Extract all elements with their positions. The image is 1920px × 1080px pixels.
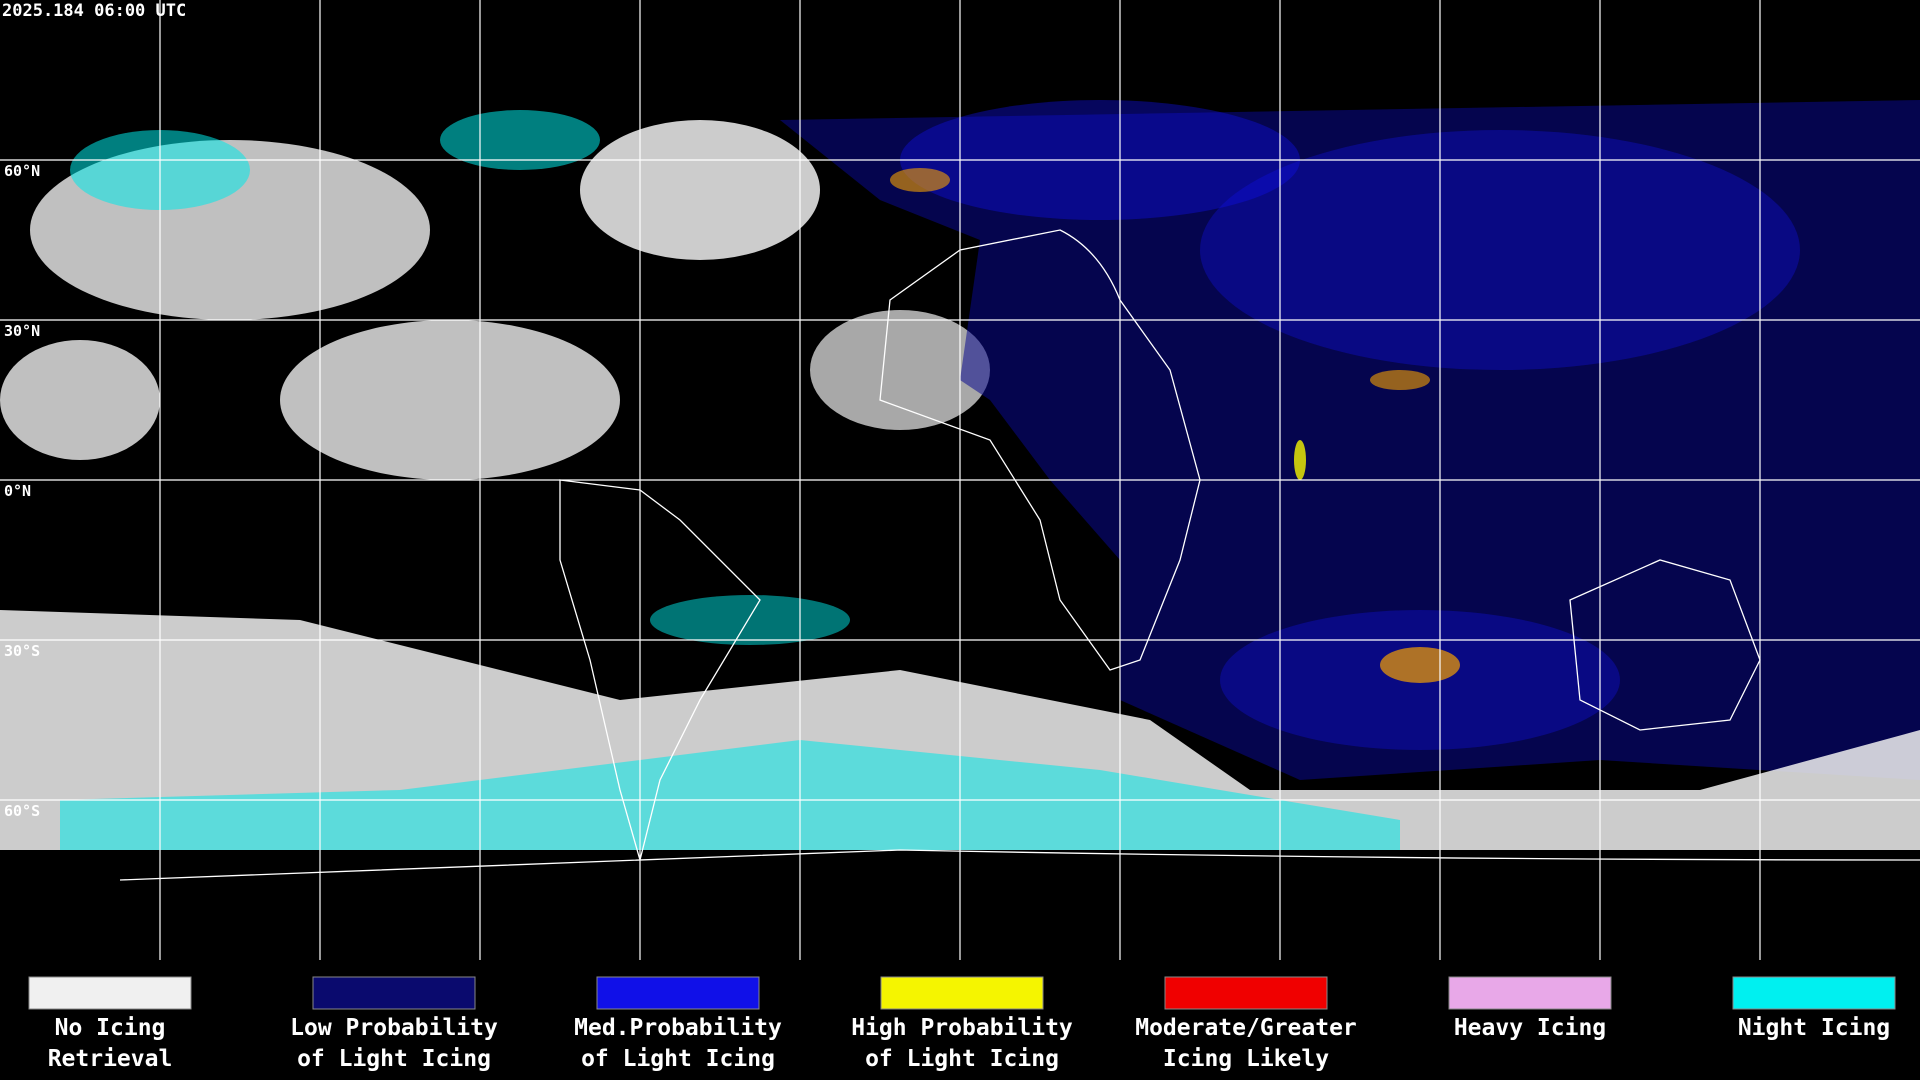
night-region — [60, 740, 1400, 850]
legend-swatch — [596, 976, 760, 1010]
icing-spot — [890, 168, 950, 192]
legend-label: Med.Probability — [574, 1015, 782, 1041]
graticule: 60°N 30°N 0°N 30°S 60°S — [0, 0, 1920, 960]
legend-swatch — [880, 976, 1044, 1010]
legend: No Icing Retrieval Low Probability of Light… — [28, 976, 1896, 1072]
icing-spot — [1370, 370, 1430, 390]
legend-swatch — [1732, 976, 1896, 1010]
legend-label: No Icing — [55, 1015, 166, 1041]
legend-swatch — [28, 976, 192, 1010]
coastline — [559, 479, 761, 863]
legend-swatch — [312, 976, 476, 1010]
cloud-region — [810, 310, 990, 430]
icing-region — [1200, 130, 1800, 370]
latitude-label: 60°S — [4, 802, 40, 820]
legend-label: Heavy Icing — [1454, 1015, 1606, 1041]
night-region — [440, 110, 600, 170]
icing-spot — [1380, 647, 1460, 683]
legend-label: High Probability — [851, 1015, 1073, 1041]
latitude-label: 60°N — [4, 162, 40, 180]
legend-label: of Light Icing — [297, 1046, 491, 1072]
latitude-label: 30°S — [4, 642, 40, 660]
legend-swatch — [1164, 976, 1328, 1010]
icing-region — [780, 100, 1920, 780]
legend-swatch — [1448, 976, 1612, 1010]
cloud-region — [0, 340, 160, 460]
legend-label: Icing Likely — [1163, 1046, 1329, 1072]
timestamp: 2025.184 06:00 UTC — [2, 1, 186, 21]
legend-label: Low Probability — [290, 1015, 498, 1041]
coastline — [1569, 559, 1761, 731]
latitude-label: 30°N — [4, 322, 40, 340]
latitude-label: 0°N — [4, 482, 31, 500]
legend-label: of Light Icing — [581, 1046, 775, 1072]
legend-label: Night Icing — [1738, 1015, 1890, 1041]
legend-label: of Light Icing — [865, 1046, 1059, 1072]
legend-label: Moderate/Greater — [1135, 1015, 1357, 1041]
night-region — [650, 595, 850, 645]
legend-label: Retrieval — [48, 1046, 173, 1072]
icing-spot — [1294, 440, 1306, 480]
cloud-region — [580, 120, 820, 260]
cloud-region — [280, 320, 620, 480]
